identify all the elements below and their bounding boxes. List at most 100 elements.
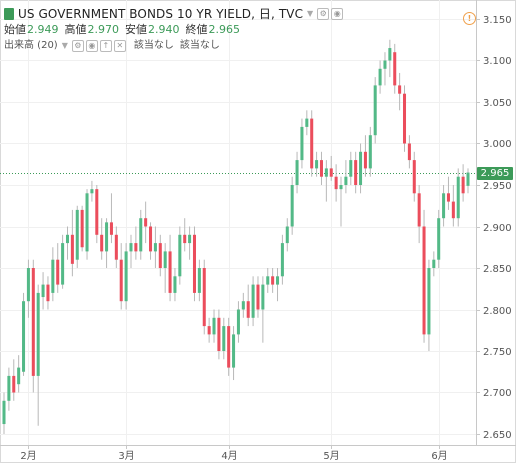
candle-body-down (417, 193, 421, 227)
candle (17, 355, 21, 393)
candle-body-down (319, 160, 323, 177)
ohlc-row: 始値 2.949 高値 2.970 安値 2.940 終値 2.965 (4, 22, 345, 38)
candle (90, 180, 94, 202)
candle (149, 222, 153, 260)
candle-body-up (349, 160, 353, 177)
candle (217, 309, 221, 360)
x-tick-label: 6月 (431, 450, 447, 462)
candle (315, 151, 319, 177)
candle (383, 52, 387, 86)
candle-body-up (90, 189, 94, 194)
volume-settings-icon[interactable]: ⚙ (71, 40, 84, 52)
candle-body-up (388, 48, 392, 61)
candle-body-up (324, 168, 328, 177)
candle (168, 234, 172, 302)
candle (427, 259, 431, 351)
dropdown-triangle-icon[interactable]: ▼ (307, 9, 314, 18)
candle (144, 201, 148, 244)
candle-body-down (310, 118, 314, 169)
candle-body-up (383, 60, 387, 69)
volume-dropdown-icon[interactable]: ▼ (61, 41, 68, 50)
candle (456, 168, 460, 227)
candle-body-up (41, 284, 45, 298)
candle-body-down (217, 317, 221, 351)
series-swatch[interactable] (4, 8, 14, 20)
candle (412, 151, 416, 202)
candle-body-down (271, 276, 275, 285)
candle-body-up (7, 375, 11, 401)
candle-body-up (241, 301, 245, 310)
candle-body-up (232, 334, 236, 368)
candle-body-down (393, 52, 397, 86)
volume-label: 出来高 (20) (4, 40, 58, 51)
low-value: 2.940 (148, 23, 180, 36)
y-tick-label: 2.750 (483, 347, 512, 358)
candle (12, 359, 16, 401)
x-tick-label: 3月 (118, 450, 134, 462)
candle (271, 268, 275, 293)
candle (446, 176, 450, 210)
candle-body-down (451, 201, 455, 219)
close-label: 終値 (185, 23, 208, 36)
candle-body-up (295, 160, 299, 185)
candle-body-down (354, 160, 358, 185)
candle (276, 268, 280, 302)
candle-body-down (412, 160, 416, 194)
candle-body-up (266, 276, 270, 285)
volume-close-icon[interactable]: ✕ (113, 40, 126, 52)
candle (451, 185, 455, 227)
candle (300, 118, 304, 169)
candle (65, 226, 70, 260)
candle-body-up (36, 292, 40, 376)
candle (197, 259, 201, 302)
candle-body-down (246, 301, 250, 318)
candle (183, 218, 187, 252)
candle-body-down (398, 85, 402, 94)
candle-body-down (207, 326, 211, 335)
candle (329, 155, 333, 181)
candle (232, 326, 236, 381)
candle-body-down (70, 234, 74, 264)
candle-body-down (446, 193, 450, 202)
candle-body-down (95, 189, 99, 235)
volume-up-icon[interactable]: ↑ (99, 40, 112, 52)
volume-hide-icon[interactable]: ◉ (85, 40, 98, 52)
candle-body-up (153, 243, 157, 252)
candle (334, 164, 338, 202)
candle (398, 72, 402, 111)
candle-body-down (46, 284, 50, 302)
chart-header: US GOVERNMENT BONDS 10 YR YIELD, 日, TVC … (4, 6, 345, 54)
candle-body-up (261, 284, 265, 310)
settings-icon[interactable]: ⚙ (317, 8, 330, 20)
candle (285, 218, 289, 252)
candle-body-up (236, 309, 240, 335)
candle-body-down (109, 222, 113, 235)
y-tick-label: 2.900 (483, 223, 512, 234)
candle (256, 276, 260, 318)
candle (26, 259, 30, 318)
candle (363, 135, 367, 177)
alert-icon[interactable]: ! (463, 12, 476, 25)
candle-body-up (178, 234, 182, 277)
candle-body-down (56, 259, 60, 285)
candle-body-up (61, 243, 65, 285)
y-tick-label: 2.850 (483, 264, 512, 275)
hide-icon[interactable]: ◉ (331, 8, 344, 20)
candle-body-up (22, 301, 26, 372)
candle (75, 205, 79, 268)
high-value: 2.970 (87, 23, 120, 36)
candle (163, 243, 167, 293)
low-label: 安値 (125, 23, 147, 36)
candle (207, 317, 211, 343)
candle (51, 247, 55, 302)
candle-body-down (334, 176, 338, 190)
candle (80, 205, 84, 252)
candle-body-up (442, 193, 446, 219)
chart-title: US GOVERNMENT BONDS 10 YR YIELD, 日, TVC (18, 7, 304, 21)
candle (2, 392, 6, 434)
y-tick-label: 2.650 (483, 430, 512, 441)
candle (222, 317, 226, 360)
candle-body-up (437, 218, 441, 260)
candle (378, 60, 382, 94)
